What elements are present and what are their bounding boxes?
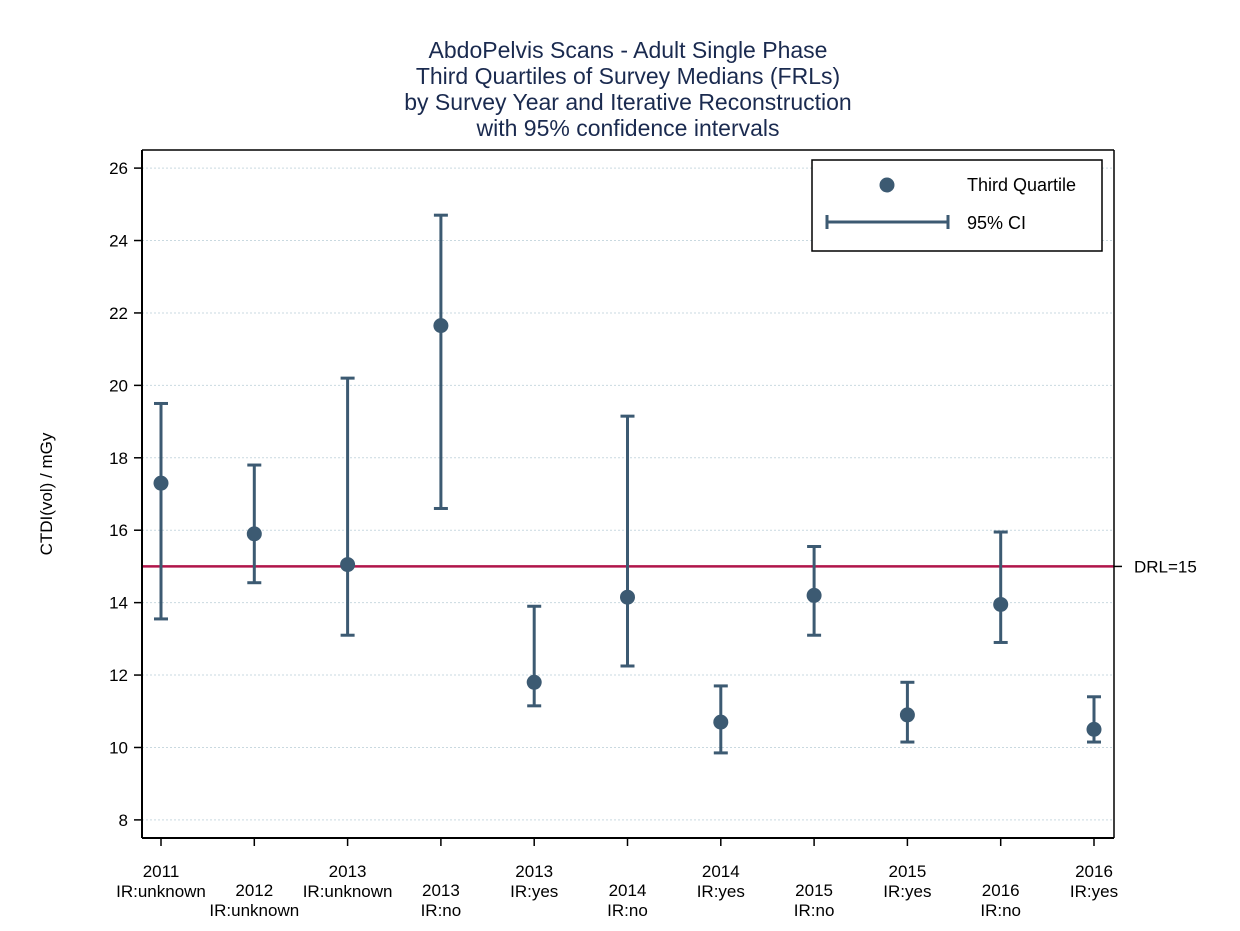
third-quartile-point [806,587,822,603]
x-tick-label-year: 2015 [888,862,926,881]
legend-box [811,159,1103,252]
x-tick-label-year: 2013 [329,862,367,881]
y-tick-label: 20 [109,376,128,395]
y-tick-label: 8 [119,811,128,830]
x-tick-label-ir: IR:no [794,901,835,920]
x-tick-label-year: 2014 [609,881,647,900]
chart-title-line: AbdoPelvis Scans - Adult Single Phase [429,37,828,63]
x-tick-label-ir: IR:yes [510,882,558,901]
chart-title-line: Third Quartiles of Survey Medians (FRLs) [416,63,840,89]
third-quartile-point [993,596,1009,612]
data-point-group [713,684,729,755]
third-quartile-point [899,707,915,723]
y-tick-label: 22 [109,304,128,323]
x-tick-label-year: 2015 [795,881,833,900]
third-quartile-point [1086,721,1102,737]
x-tick-label-year: 2016 [1075,862,1113,881]
x-tick-label-ir: IR:unknown [116,882,206,901]
legend: Third Quartile 95% CI [811,159,1103,252]
chart-title-line: with 95% confidence intervals [476,115,780,141]
reference-line-group: DRL=15 [142,557,1197,576]
data-point-group [526,604,542,708]
x-tick-label-ir: IR:yes [697,882,745,901]
x-tick-label-year: 2013 [422,881,460,900]
y-tick-label: 18 [109,449,128,468]
data-point-group [806,545,822,637]
third-quartile-point [526,674,542,690]
third-quartile-point [246,526,262,542]
legend-point-marker [879,177,895,193]
x-tick-label-year: 2013 [515,862,553,881]
legend-point-label: Third Quartile [967,175,1076,195]
data-point-group [340,376,356,637]
y-tick-label: 26 [109,159,128,178]
drl-label: DRL=15 [1134,557,1197,576]
y-tick-label: 10 [109,738,128,757]
y-tick-label: 24 [109,232,128,251]
data-point-group [620,414,635,668]
x-tick-label-year: 2011 [143,862,180,881]
data-point-group [153,401,169,621]
data-point-group [433,213,449,510]
x-tick-label-ir: IR:no [421,901,462,920]
third-quartile-point [340,557,356,573]
y-tick-label: 14 [109,594,128,613]
data-point-group [246,463,262,585]
x-tick-label-ir: IR:yes [1070,882,1118,901]
x-tick-label-ir: IR:no [607,901,648,920]
x-tick-label-year: 2016 [982,881,1020,900]
data-marks [153,213,1102,755]
chart-title: AbdoPelvis Scans - Adult Single PhaseThi… [404,37,851,141]
third-quartile-point [713,714,729,730]
y-tick-label: 16 [109,521,128,540]
chart-title-line: by Survey Year and Iterative Reconstruct… [404,89,851,115]
x-tick-label-ir: IR:unknown [209,901,299,920]
third-quartile-point [620,589,635,605]
x-tick-label-year: 2012 [235,881,273,900]
data-point-group [1086,695,1102,744]
legend-ci-label: 95% CI [967,213,1026,233]
y-tick-label: 12 [109,666,128,685]
x-tick-label-ir: IR:yes [883,882,931,901]
x-tick-label-year: 2014 [702,862,740,881]
third-quartile-point [153,475,169,491]
y-axis-title: CTDI(vol) / mGy [37,432,56,555]
third-quartile-point [433,318,449,334]
data-point-group [993,530,1009,644]
x-tick-label-ir: IR:unknown [303,882,393,901]
x-tick-label-ir: IR:no [980,901,1021,920]
data-point-group [899,680,915,744]
